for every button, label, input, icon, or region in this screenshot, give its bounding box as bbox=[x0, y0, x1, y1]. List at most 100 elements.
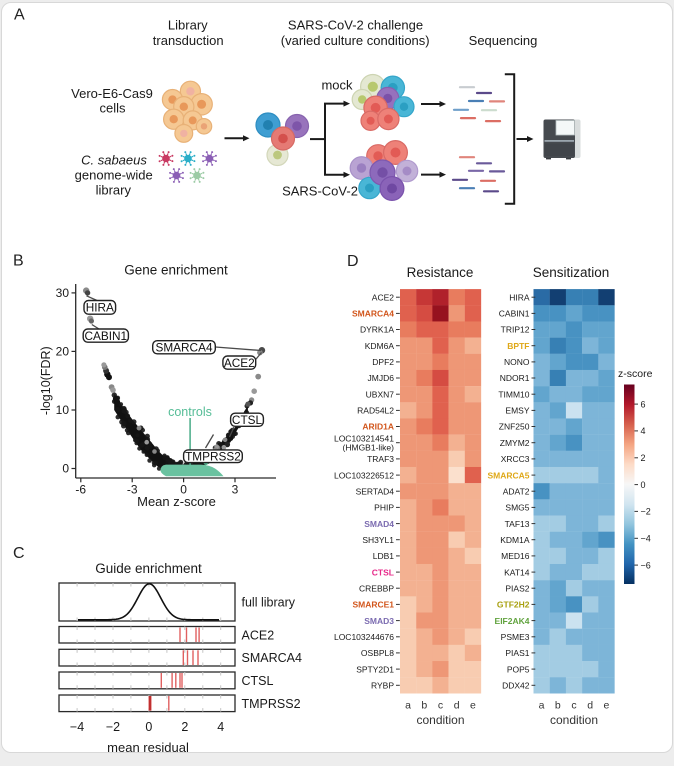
svg-text:SPTY2D1: SPTY2D1 bbox=[356, 664, 394, 674]
svg-text:OSBPL8: OSBPL8 bbox=[361, 648, 394, 658]
svg-text:condition: condition bbox=[416, 713, 464, 727]
svg-text:10: 10 bbox=[56, 403, 70, 417]
svg-text:Sensitization: Sensitization bbox=[533, 265, 610, 280]
svg-text:ZMYM2: ZMYM2 bbox=[500, 438, 530, 448]
svg-text:4: 4 bbox=[217, 720, 224, 734]
svg-text:JMJD6: JMJD6 bbox=[368, 373, 395, 383]
svg-text:LOC103214541: LOC103214541 bbox=[334, 434, 394, 444]
svg-text:d: d bbox=[454, 700, 460, 712]
svg-text:SERTAD4: SERTAD4 bbox=[356, 486, 395, 496]
svg-text:SMG5: SMG5 bbox=[505, 503, 529, 513]
svg-text:ARID1A: ARID1A bbox=[362, 422, 394, 432]
svg-text:Sequencing: Sequencing bbox=[469, 33, 538, 48]
svg-text:Resistance: Resistance bbox=[407, 265, 474, 280]
svg-text:SMARCA4: SMARCA4 bbox=[352, 309, 394, 319]
svg-text:LOC103226512: LOC103226512 bbox=[334, 470, 394, 480]
svg-text:MED16: MED16 bbox=[501, 551, 530, 561]
svg-text:LDB1: LDB1 bbox=[373, 551, 395, 561]
svg-text:Vero-E6-Cas9: Vero-E6-Cas9 bbox=[71, 86, 153, 101]
svg-text:PHIP: PHIP bbox=[374, 503, 394, 513]
svg-text:2: 2 bbox=[641, 453, 646, 463]
svg-text:Mean z-score: Mean z-score bbox=[137, 494, 216, 509]
svg-text:b: b bbox=[421, 700, 427, 712]
svg-text:ACE2: ACE2 bbox=[372, 292, 394, 302]
svg-text:c: c bbox=[571, 700, 576, 712]
svg-text:Gene enrichment: Gene enrichment bbox=[124, 263, 228, 278]
svg-text:CABIN1: CABIN1 bbox=[499, 309, 530, 319]
svg-text:EIF2AK4: EIF2AK4 bbox=[495, 616, 530, 626]
svg-text:z-score: z-score bbox=[618, 368, 653, 380]
svg-text:SMAD4: SMAD4 bbox=[364, 519, 394, 529]
svg-text:Library: Library bbox=[168, 18, 208, 33]
svg-text:TMPRSS2: TMPRSS2 bbox=[185, 449, 241, 463]
svg-text:RAD54L2: RAD54L2 bbox=[357, 406, 394, 416]
svg-text:PSME3: PSME3 bbox=[501, 632, 530, 642]
svg-text:LOC103244676: LOC103244676 bbox=[334, 632, 394, 642]
svg-text:SMARCA4: SMARCA4 bbox=[242, 651, 302, 665]
svg-text:d: d bbox=[587, 700, 593, 712]
svg-text:HIRA: HIRA bbox=[509, 292, 530, 302]
svg-text:−2: −2 bbox=[641, 507, 651, 517]
svg-text:ACE2: ACE2 bbox=[224, 356, 255, 370]
svg-text:DPF2: DPF2 bbox=[372, 357, 394, 367]
svg-text:3: 3 bbox=[232, 483, 239, 497]
svg-text:4: 4 bbox=[641, 426, 646, 436]
svg-text:2: 2 bbox=[181, 720, 188, 734]
svg-text:SARS-CoV-2: SARS-CoV-2 bbox=[282, 183, 358, 198]
svg-text:TMPRSS2: TMPRSS2 bbox=[242, 697, 301, 711]
svg-text:e: e bbox=[470, 700, 476, 712]
svg-text:ADAT2: ADAT2 bbox=[503, 486, 530, 496]
svg-text:CTSL: CTSL bbox=[372, 567, 394, 577]
svg-text:a: a bbox=[405, 700, 411, 712]
svg-text:KAT14: KAT14 bbox=[504, 567, 530, 577]
svg-text:HIRA: HIRA bbox=[86, 301, 114, 315]
svg-text:D: D bbox=[347, 253, 359, 270]
svg-text:TRAF3: TRAF3 bbox=[367, 454, 394, 464]
svg-text:cells: cells bbox=[99, 101, 126, 116]
svg-text:0: 0 bbox=[62, 462, 69, 476]
svg-text:(HMGB1-like): (HMGB1-like) bbox=[343, 443, 395, 453]
svg-text:genome-wide: genome-wide bbox=[75, 168, 153, 183]
svg-text:6: 6 bbox=[641, 399, 646, 409]
svg-text:TRIP12: TRIP12 bbox=[501, 325, 530, 335]
svg-text:0: 0 bbox=[180, 483, 187, 497]
svg-text:a: a bbox=[539, 700, 545, 712]
svg-text:SMARCA5: SMARCA5 bbox=[487, 470, 529, 480]
svg-text:−6: −6 bbox=[641, 560, 651, 570]
svg-text:ZNF250: ZNF250 bbox=[499, 422, 530, 432]
svg-text:transduction: transduction bbox=[153, 33, 224, 48]
svg-text:BPTF: BPTF bbox=[507, 341, 529, 351]
svg-text:B: B bbox=[13, 253, 24, 270]
svg-text:-6: -6 bbox=[75, 483, 86, 497]
svg-text:mean residual: mean residual bbox=[107, 740, 189, 755]
svg-text:TAF13: TAF13 bbox=[505, 519, 530, 529]
svg-text:SH3YL1: SH3YL1 bbox=[362, 535, 394, 545]
svg-text:Guide enrichment: Guide enrichment bbox=[95, 561, 202, 576]
svg-text:NONO: NONO bbox=[504, 357, 530, 367]
svg-text:controls: controls bbox=[168, 405, 212, 419]
svg-text:ACE2: ACE2 bbox=[242, 628, 275, 642]
svg-text:CREBBP: CREBBP bbox=[359, 583, 394, 593]
svg-text:0: 0 bbox=[641, 480, 646, 490]
svg-text:CTSL: CTSL bbox=[232, 413, 263, 427]
svg-text:-3: -3 bbox=[127, 483, 138, 497]
svg-text:30: 30 bbox=[56, 286, 70, 300]
svg-text:POP5: POP5 bbox=[507, 664, 530, 674]
svg-text:SMARCA4: SMARCA4 bbox=[155, 340, 212, 354]
svg-text:CTSL: CTSL bbox=[242, 674, 274, 688]
svg-text:PIAS1: PIAS1 bbox=[505, 648, 529, 658]
svg-text:DYRK1A: DYRK1A bbox=[360, 325, 394, 335]
svg-text:A: A bbox=[14, 7, 25, 24]
svg-text:XRCC3: XRCC3 bbox=[501, 454, 530, 464]
svg-text:C: C bbox=[13, 545, 25, 562]
svg-text:condition: condition bbox=[550, 713, 598, 727]
svg-text:−4: −4 bbox=[70, 720, 84, 734]
svg-text:0: 0 bbox=[145, 720, 152, 734]
svg-text:GTF2H2: GTF2H2 bbox=[497, 600, 530, 610]
svg-text:mock: mock bbox=[321, 78, 353, 93]
svg-text:-log10(FDR): -log10(FDR) bbox=[39, 346, 53, 415]
svg-text:KDM6A: KDM6A bbox=[365, 341, 395, 351]
svg-text:(varied culture conditions): (varied culture conditions) bbox=[281, 33, 430, 48]
svg-text:b: b bbox=[555, 700, 561, 712]
svg-text:RYBP: RYBP bbox=[371, 681, 394, 691]
